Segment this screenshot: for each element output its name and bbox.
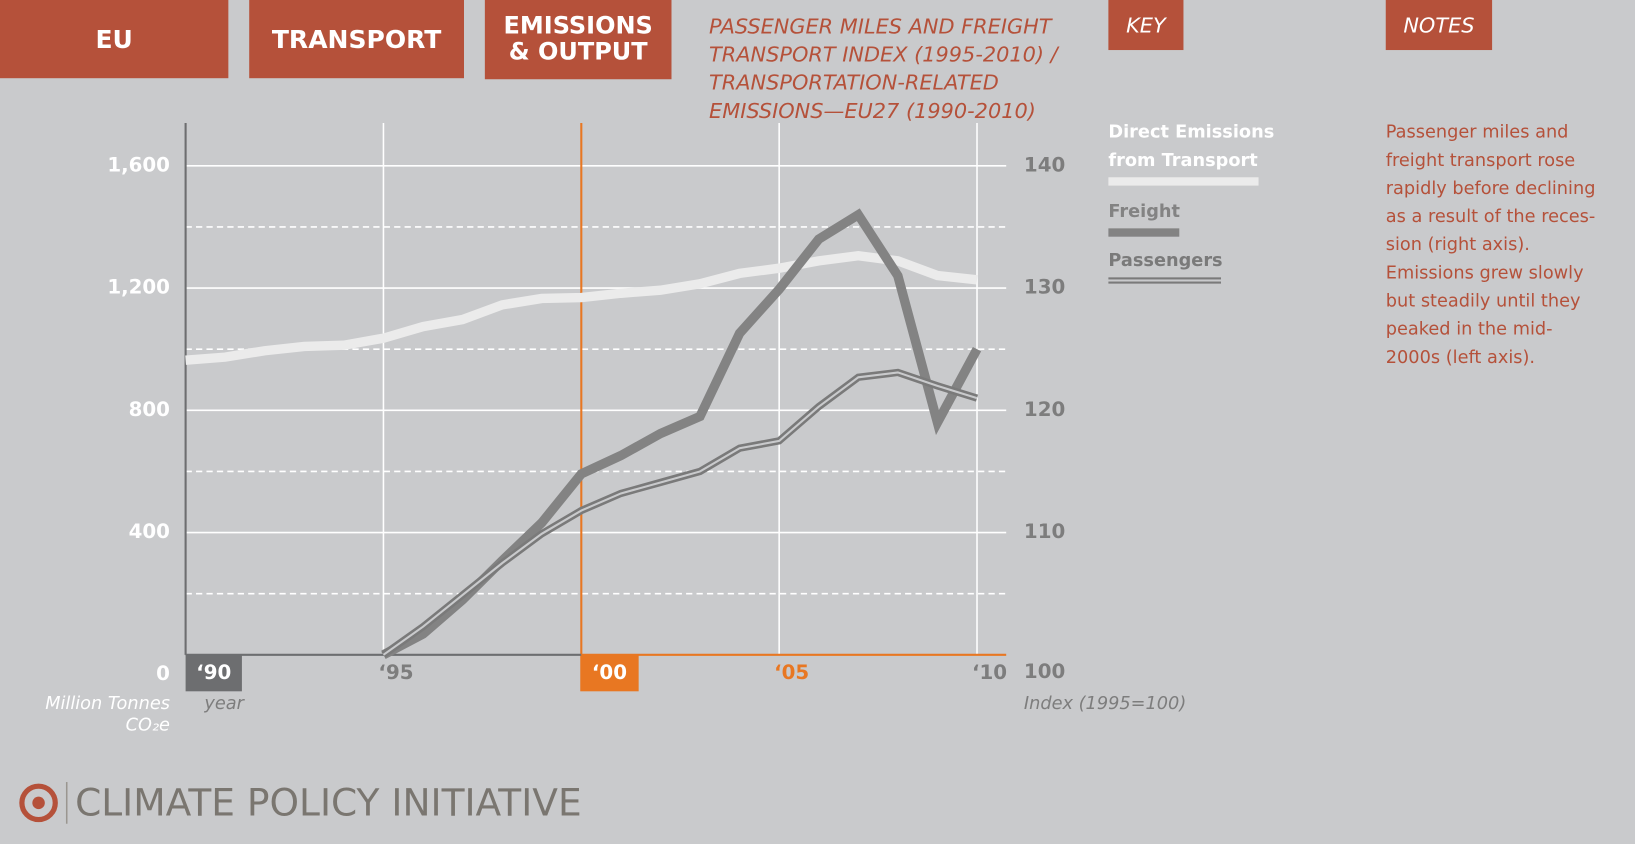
y-tick-label: 800 bbox=[129, 398, 170, 421]
chart-title: PASSENGER MILES AND FREIGHT TRANSPORT IN… bbox=[709, 13, 1058, 126]
legend-item: Passengers bbox=[1108, 247, 1285, 284]
x-tick-box bbox=[580, 654, 639, 692]
logo-icon bbox=[19, 783, 58, 823]
logo-text: CLIMATE POLICY INITIATIVE bbox=[75, 780, 582, 824]
notes-line: rapidly before declining bbox=[1385, 178, 1596, 200]
legend-swatch bbox=[1108, 228, 1180, 237]
series-line bbox=[185, 250, 978, 365]
series-line bbox=[381, 368, 979, 658]
legend-item: Freight bbox=[1108, 198, 1285, 237]
notes-line: 2000s (left axis). bbox=[1385, 347, 1536, 369]
y2-tick-label: 140 bbox=[1024, 153, 1065, 176]
x-tick-label: ‘05 bbox=[774, 661, 809, 684]
x-tick-label: ‘00 bbox=[592, 661, 627, 684]
legend-label: Direct Emissions from Transport bbox=[1108, 121, 1275, 172]
notes-line: but steadily until they bbox=[1385, 290, 1581, 312]
legend-item: Direct Emissions from Transport bbox=[1108, 119, 1285, 186]
tab[interactable]: EU bbox=[0, 0, 229, 79]
x-tick-label: ‘90 bbox=[196, 661, 231, 684]
x-tick-label: ‘95 bbox=[378, 661, 413, 684]
notes-line: as a result of the reces- bbox=[1385, 206, 1596, 228]
notes-line: Emissions grew slowly bbox=[1385, 262, 1584, 284]
notes-line: sion (right axis). bbox=[1385, 234, 1530, 256]
title-line: EMISSIONS—EU27 (1990-2010) bbox=[709, 98, 1036, 124]
y2-tick-label: 130 bbox=[1024, 276, 1065, 299]
notes-text: NOTES bbox=[1403, 12, 1475, 38]
legend-swatch bbox=[1108, 277, 1222, 284]
key-text: KEY bbox=[1126, 12, 1166, 38]
legend: Direct Emissions from Transport Freight Pa… bbox=[1108, 119, 1285, 294]
y2-axis-label: Index (1995=100) bbox=[1024, 694, 1186, 714]
y-tick-label: 1,600 bbox=[107, 153, 170, 176]
tab[interactable]: EMISSIONS & OUTPUT bbox=[484, 0, 672, 80]
tab-label: TRANSPORT bbox=[271, 24, 442, 54]
notes: Passenger miles and freight transport ros… bbox=[1386, 119, 1596, 372]
notes-line: peaked in the mid- bbox=[1385, 319, 1553, 340]
key-label: KEY bbox=[1108, 0, 1184, 51]
logo-icon bbox=[32, 796, 45, 810]
y-axis-label: Million Tonnes bbox=[45, 694, 170, 714]
legend-swatch bbox=[1108, 177, 1259, 186]
x-axis-label: year bbox=[203, 694, 245, 714]
notes-line: freight transport rose bbox=[1385, 150, 1576, 172]
x-tick-label: ‘10 bbox=[972, 661, 1007, 684]
notes-label: NOTES bbox=[1385, 0, 1493, 51]
tab-label: EU bbox=[95, 24, 133, 54]
tab-label: EMISSIONS bbox=[503, 12, 653, 40]
legend-label: Passengers bbox=[1108, 250, 1223, 272]
x-tick-box bbox=[185, 654, 242, 692]
tab-label: & OUTPUT bbox=[508, 38, 648, 66]
series-line-inner bbox=[382, 371, 978, 656]
legend-label: Freight bbox=[1108, 201, 1180, 223]
notes-line: Passenger miles and bbox=[1385, 121, 1569, 143]
title-line: TRANSPORT INDEX (1995-2010) / bbox=[709, 41, 1058, 67]
y2-tick-label: 110 bbox=[1024, 520, 1065, 543]
y-tick-label: 400 bbox=[129, 520, 170, 543]
y-tick-label: 0 bbox=[156, 662, 170, 685]
y2-tick-label: 120 bbox=[1024, 398, 1065, 421]
y-axis-label: CO₂e bbox=[126, 716, 170, 736]
tab[interactable]: TRANSPORT bbox=[249, 0, 465, 79]
title-line: PASSENGER MILES AND FREIGHT bbox=[709, 13, 1052, 39]
title-line: TRANSPORTATION-RELATED bbox=[709, 69, 999, 95]
y-tick-label: 1,200 bbox=[107, 276, 170, 299]
y2-tick-label: 100 bbox=[1024, 660, 1065, 683]
